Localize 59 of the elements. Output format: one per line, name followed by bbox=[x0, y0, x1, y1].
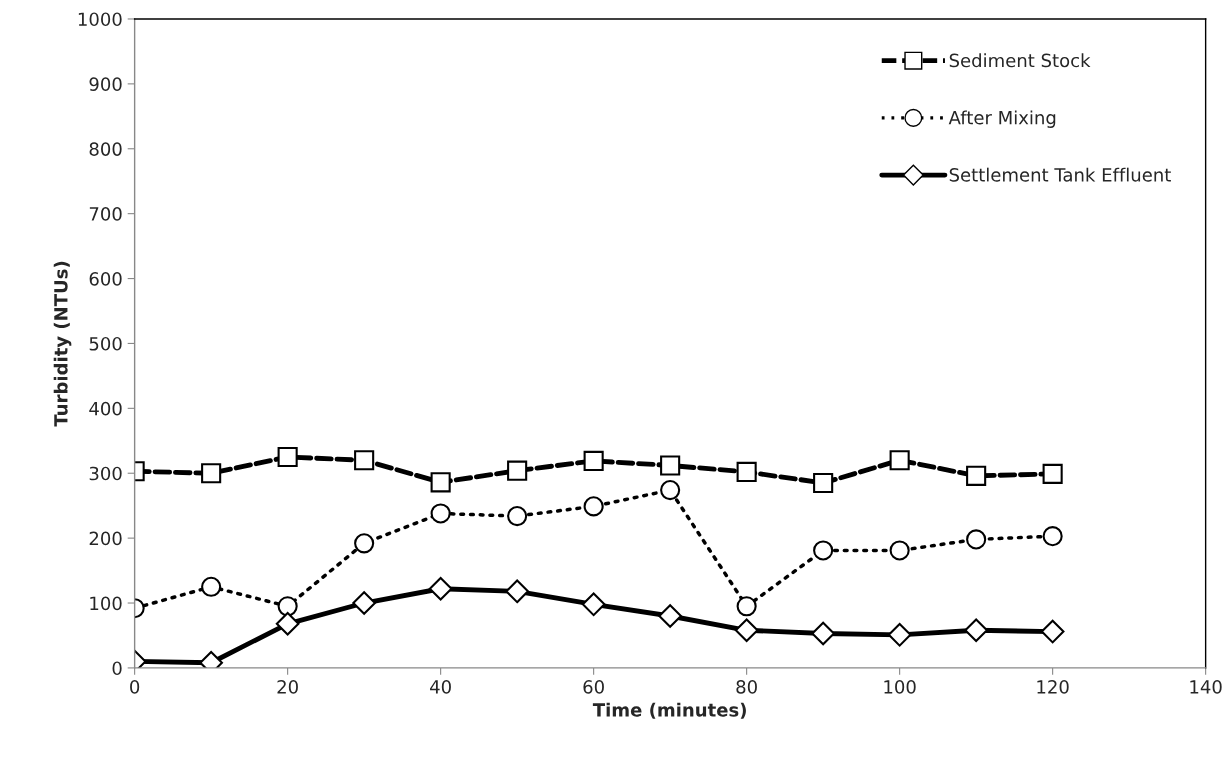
point bbox=[813, 472, 834, 494]
point bbox=[201, 576, 222, 597]
point bbox=[583, 496, 604, 517]
point bbox=[658, 604, 682, 628]
legend-label: After Mixing bbox=[948, 110, 1056, 128]
y-tick-label: 700 bbox=[89, 207, 122, 221]
y-tick-label: 500 bbox=[89, 336, 122, 351]
point bbox=[736, 461, 757, 483]
point bbox=[887, 622, 912, 647]
point bbox=[507, 506, 528, 527]
point bbox=[1042, 526, 1063, 547]
point bbox=[734, 618, 759, 643]
y-tick-label: 200 bbox=[89, 531, 122, 546]
point bbox=[966, 465, 987, 486]
point bbox=[352, 591, 376, 615]
x-tick-label: 20 bbox=[277, 680, 298, 694]
y-tick-label: 1000 bbox=[78, 12, 122, 27]
x-tick-label: 100 bbox=[884, 680, 916, 694]
x-tick-label: 40 bbox=[430, 680, 451, 694]
point bbox=[964, 618, 988, 643]
point bbox=[507, 460, 528, 481]
point bbox=[583, 450, 604, 471]
point bbox=[1040, 619, 1065, 644]
y-tick-label: 100 bbox=[90, 596, 122, 611]
point bbox=[736, 596, 757, 617]
y-axis-title: Turbidity (NTUs) bbox=[53, 261, 72, 427]
legend-label: Settlement Tank Effluent bbox=[949, 167, 1171, 182]
point bbox=[428, 576, 453, 601]
point bbox=[430, 472, 451, 493]
point bbox=[430, 503, 451, 524]
point bbox=[660, 455, 681, 476]
point bbox=[660, 480, 681, 501]
x-tick-label: 0 bbox=[130, 680, 140, 694]
x-tick-label: 120 bbox=[1037, 680, 1069, 694]
point bbox=[277, 446, 298, 468]
y-tick-label: 600 bbox=[89, 272, 122, 286]
point bbox=[811, 621, 835, 646]
x-tick-label: 60 bbox=[583, 680, 604, 694]
point bbox=[354, 533, 375, 554]
point bbox=[277, 596, 298, 617]
point bbox=[813, 540, 834, 561]
point bbox=[354, 450, 375, 471]
y-tick-label: 400 bbox=[89, 401, 122, 416]
point bbox=[505, 579, 529, 604]
point bbox=[1042, 463, 1063, 484]
y-tick-label: 300 bbox=[89, 466, 122, 481]
point bbox=[966, 529, 987, 550]
x-axis-title: Time (minutes) bbox=[592, 702, 746, 719]
point bbox=[889, 450, 910, 471]
y-tick-label: 800 bbox=[89, 142, 122, 156]
point bbox=[889, 540, 910, 561]
y-tick-label: 900 bbox=[89, 77, 122, 91]
x-tick-label: 80 bbox=[736, 680, 757, 694]
x-tick-label: 140 bbox=[1190, 680, 1222, 694]
y-tick-label: 0 bbox=[112, 661, 122, 676]
point bbox=[581, 592, 606, 617]
point bbox=[201, 463, 222, 484]
legend-label: Sediment Stock bbox=[949, 53, 1091, 68]
point bbox=[275, 611, 300, 636]
